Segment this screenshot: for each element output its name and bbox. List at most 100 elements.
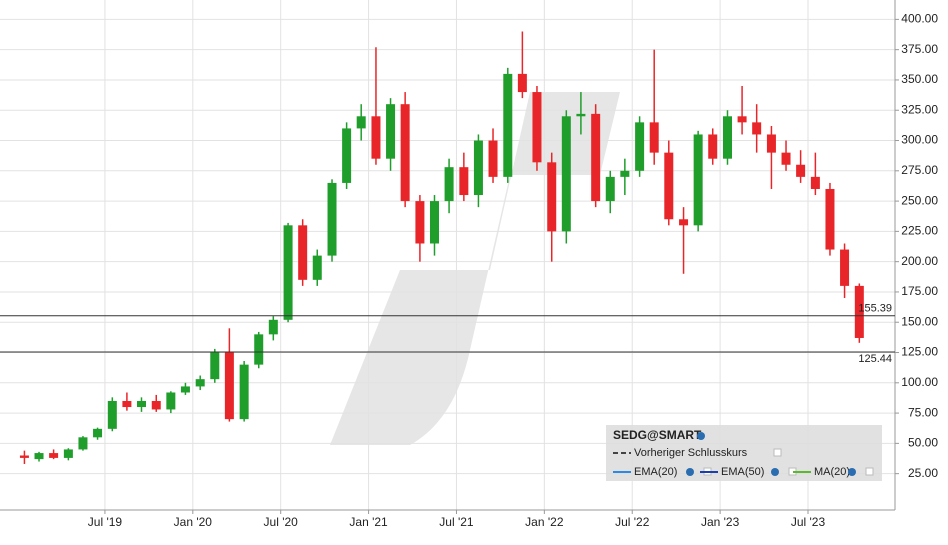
reference-label: 155.39 (858, 303, 892, 315)
candle-body (415, 201, 425, 244)
candle-body (503, 73, 513, 177)
candle-body (444, 167, 454, 202)
legend-icon (686, 468, 694, 476)
x-tick-label: Jul '22 (615, 515, 650, 529)
candle-body (591, 113, 601, 202)
y-tick-label: 200.00 (901, 254, 938, 268)
candle-body (708, 134, 718, 159)
candle-body (210, 352, 220, 380)
candle-body (781, 152, 791, 165)
legend-checkbox (773, 448, 782, 457)
reference-label: 125.44 (858, 353, 892, 365)
legend-label: EMA(20) (634, 466, 677, 478)
candle-body (429, 201, 439, 244)
y-tick-label: 375.00 (901, 42, 938, 56)
candle-body (166, 392, 176, 410)
x-tick-label: Jan '21 (349, 515, 388, 529)
candle-body (532, 92, 542, 163)
candle-body (49, 453, 59, 458)
candle-body (635, 122, 645, 171)
y-tick-label: 350.00 (901, 72, 938, 86)
y-tick-label: 150.00 (901, 314, 938, 328)
candle-body (136, 400, 146, 408)
candle-body (766, 134, 776, 153)
y-tick-label: 250.00 (901, 193, 938, 207)
x-tick-label: Jan '22 (525, 515, 564, 529)
y-tick-label: 125.00 (901, 345, 938, 359)
candle-body (254, 334, 264, 365)
x-tick-label: Jul '19 (88, 515, 123, 529)
candle-body (561, 116, 571, 232)
candle-body (796, 164, 806, 177)
candle-body (810, 176, 820, 189)
candle-body (312, 255, 322, 280)
candle-body (664, 152, 674, 220)
candle-body (195, 379, 205, 387)
candle-body (34, 453, 44, 460)
y-tick-label: 325.00 (901, 102, 938, 116)
legend-checkbox (865, 467, 874, 476)
candle-body (473, 140, 483, 196)
candle-body (93, 428, 103, 438)
candle-body (298, 225, 308, 280)
marks (19, 31, 864, 464)
candle-body (63, 449, 73, 458)
candle-body (180, 386, 190, 393)
y-tick-label: 25.00 (908, 466, 938, 480)
legend-box (606, 425, 882, 481)
candle-body (576, 113, 586, 117)
legend-label: EMA(50) (721, 466, 764, 478)
candle-body (400, 104, 410, 202)
candle-body (268, 319, 278, 335)
candle-body (825, 188, 835, 250)
candle-body (371, 116, 381, 159)
candle-body (737, 116, 747, 123)
candle-body (547, 162, 557, 232)
candle-body (224, 352, 234, 420)
candle-body (19, 455, 29, 458)
candle-body (122, 400, 132, 408)
x-tick-label: Jul '20 (264, 515, 299, 529)
candle-body (854, 285, 864, 338)
y-tick-label: 50.00 (908, 436, 938, 450)
y-tick-label: 275.00 (901, 163, 938, 177)
candle-body (649, 122, 659, 153)
candle-body (679, 219, 689, 226)
candle-body (342, 128, 352, 183)
candle-body (283, 225, 293, 320)
grid (0, 0, 895, 510)
candle-body (151, 400, 161, 410)
legend-label: MA(20) (814, 466, 850, 478)
candle-body (107, 400, 117, 429)
candle-body (752, 122, 762, 135)
candle-body (517, 73, 527, 93)
candle-body (693, 134, 703, 226)
x-tick-label: Jan '20 (174, 515, 213, 529)
legend-label: Vorheriger Schlusskurs (634, 447, 748, 459)
candle-body (356, 116, 366, 129)
watermark-logo (330, 92, 620, 445)
candle-body (840, 249, 850, 286)
x-tick-label: Jul '21 (439, 515, 474, 529)
candle-body (605, 176, 615, 202)
y-tick-label: 100.00 (901, 375, 938, 389)
legend-icon (848, 468, 856, 476)
candle-body (78, 437, 88, 450)
candle-body (459, 167, 469, 196)
candle-body (327, 182, 337, 256)
candle-body (722, 116, 732, 159)
y-tick-label: 400.00 (901, 12, 938, 26)
y-tick-label: 300.00 (901, 133, 938, 147)
legend-icon (697, 432, 705, 440)
legend-icon (771, 468, 779, 476)
x-tick-label: Jul '23 (791, 515, 826, 529)
candle-body (620, 170, 630, 177)
candle-body (386, 104, 396, 159)
x-tick-label: Jan '23 (701, 515, 740, 529)
y-tick-label: 175.00 (901, 284, 938, 298)
candle-body (488, 140, 498, 177)
y-tick-label: 225.00 (901, 224, 938, 238)
legend: SEDG@SMART (606, 425, 882, 481)
